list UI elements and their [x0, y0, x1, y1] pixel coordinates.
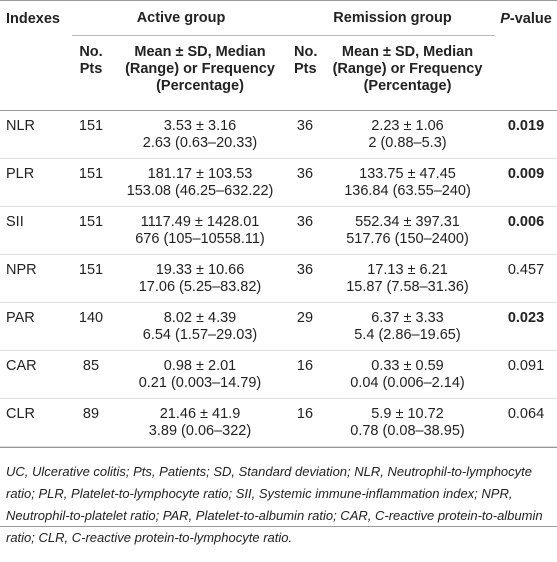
count-cell: 36 — [296, 214, 314, 230]
stats-cell: 0.33 ± 0.59 0.04 (0.006–2.14) — [320, 351, 495, 399]
stats-line: 1117.49 ± 1428.01 — [140, 214, 260, 230]
stats-line: 133.75 ± 47.45 — [359, 166, 456, 182]
stats-line: 5.4 (2.86–19.65) — [354, 327, 461, 343]
stats-line: 153.08 (46.25–632.22) — [126, 183, 274, 199]
count-cell: 140 — [78, 310, 104, 326]
stats-line: 2.63 (0.63–20.33) — [142, 135, 258, 151]
index-cell: CLR — [6, 406, 36, 422]
header-cell: Indexes — [6, 11, 60, 27]
stats-line: 0.98 ± 2.01 — [163, 358, 237, 374]
p-value-cell: 0.006 — [507, 214, 545, 230]
p-value-cell: 0.019 — [507, 118, 545, 134]
table-row: CLR 89 21.46 ± 41.9 3.89 (0.06–322) 16 5.9 ± … — [0, 399, 557, 447]
stats-cell: 133.75 ± 47.45 136.84 (63.55–240) — [320, 159, 495, 207]
index-cell: PLR — [6, 166, 35, 182]
stats-line: 3.53 ± 3.16 — [163, 118, 237, 134]
stats-line: 0.33 ± 0.59 — [371, 358, 444, 374]
table-row: CAR 85 0.98 ± 2.01 0.21 (0.003–14.79) 16 0.33… — [0, 351, 557, 399]
count-cell: 89 — [82, 406, 100, 422]
stats-line: 2.23 ± 1.06 — [371, 118, 444, 134]
stats-line: 0.04 (0.006–2.14) — [350, 375, 465, 391]
index-cell: NLR — [6, 118, 36, 134]
stats-line: 0.21 (0.003–14.79) — [138, 375, 262, 391]
stats-cell: 2.23 ± 1.06 2 (0.88–5.3) — [320, 111, 495, 159]
stats-cell: 21.46 ± 41.9 3.89 (0.06–322) — [110, 399, 290, 447]
header-text: P — [500, 11, 510, 27]
count-cell: 16 — [296, 406, 314, 422]
stats-line: 552.34 ± 397.31 — [355, 214, 460, 230]
stats-line: 6.37 ± 3.33 — [371, 310, 444, 326]
stats-cell: 19.33 ± 10.66 17.06 (5.25–83.82) — [110, 255, 290, 303]
count-cell: 151 — [78, 214, 104, 230]
count-cell: 85 — [82, 358, 100, 374]
count-cell: 16 — [296, 358, 314, 374]
stats-line: 8.02 ± 4.39 — [163, 310, 237, 326]
header-cell: No. Pts — [294, 44, 318, 77]
stats-line: 0.78 (0.08–38.95) — [350, 423, 465, 439]
index-cell: SII — [6, 214, 24, 230]
stats-line: 181.17 ± 103.53 — [147, 166, 253, 182]
count-cell: 36 — [296, 166, 314, 182]
stats-cell: 3.53 ± 3.16 2.63 (0.63–20.33) — [110, 111, 290, 159]
count-cell: 151 — [78, 118, 104, 134]
stats-line: 3.89 (0.06–322) — [148, 423, 252, 439]
stats-cell: 552.34 ± 397.31 517.76 (150–2400) — [320, 207, 495, 255]
stats-cell: 5.9 ± 10.72 0.78 (0.08–38.95) — [320, 399, 495, 447]
stats-line: 5.9 ± 10.72 — [371, 406, 444, 422]
table-row: SII 151 1117.49 ± 1428.01 676 (105–10558.11… — [0, 207, 557, 255]
header-cell: Mean ± SD, Median (Range) or Frequency (… — [125, 44, 275, 94]
count-cell: 29 — [296, 310, 314, 326]
table-row: NLR 151 3.53 ± 3.16 2.63 (0.63–20.33) 36 2.23… — [0, 111, 557, 159]
count-cell: 36 — [296, 262, 314, 278]
stats-line: 6.54 (1.57–29.03) — [142, 327, 258, 343]
header-cell: No. Pts — [79, 44, 103, 77]
header-cell: Remission group — [290, 0, 495, 36]
count-cell: 36 — [296, 118, 314, 134]
header-cell: Mean ± SD, Median (Range) or Frequency (… — [332, 44, 483, 94]
stats-cell: 6.37 ± 3.33 5.4 (2.86–19.65) — [320, 303, 495, 351]
table-row: PAR 140 8.02 ± 4.39 6.54 (1.57–29.03) 29 6.37… — [0, 303, 557, 351]
stats-line: 15.87 (7.58–31.36) — [346, 279, 469, 295]
stats-line: 136.84 (63.55–240) — [344, 183, 471, 199]
stats-line: 17.06 (5.25–83.82) — [138, 279, 262, 295]
header-cell: P-value — [495, 1, 557, 111]
stats-cell: 0.98 ± 2.01 0.21 (0.003–14.79) — [110, 351, 290, 399]
table-row: PLR 151 181.17 ± 103.53 153.08 (46.25–632.2… — [0, 159, 557, 207]
stats-cell: 1117.49 ± 1428.01 676 (105–10558.11) — [110, 207, 290, 255]
table-row: NPR 151 19.33 ± 10.66 17.06 (5.25–83.82) 36 1… — [0, 255, 557, 303]
data-table: Indexes Active group Remission group P-v… — [0, 0, 557, 447]
stats-line: 2 (0.88–5.3) — [368, 135, 447, 151]
stats-line: 19.33 ± 10.66 — [155, 262, 245, 278]
header-cell: Active group — [72, 0, 290, 36]
index-cell: NPR — [6, 262, 37, 278]
p-value-cell: 0.023 — [507, 310, 545, 326]
count-cell: 151 — [78, 166, 104, 182]
index-cell: CAR — [6, 358, 37, 374]
stats-line: 676 (105–10558.11) — [135, 231, 265, 247]
p-value-cell: 0.064 — [507, 406, 545, 422]
stats-cell: 8.02 ± 4.39 6.54 (1.57–29.03) — [110, 303, 290, 351]
index-cell: PAR — [6, 310, 35, 326]
header-row: Indexes Active group Remission group P-v… — [0, 0, 557, 36]
stats-cell: 181.17 ± 103.53 153.08 (46.25–632.22) — [110, 159, 290, 207]
p-value-cell: 0.009 — [507, 166, 545, 182]
stats-line: 17.13 ± 6.21 — [367, 262, 448, 278]
header-row: No. Pts Mean ± SD, Median (Range) or Fre… — [0, 36, 557, 111]
stats-line: 517.76 (150–2400) — [346, 231, 469, 247]
p-value-cell: 0.091 — [507, 358, 545, 374]
stats-line: 21.46 ± 41.9 — [159, 406, 241, 422]
header-text: -value — [509, 11, 552, 27]
stats-cell: 17.13 ± 6.21 15.87 (7.58–31.36) — [320, 255, 495, 303]
p-value-cell: 0.457 — [507, 262, 545, 278]
count-cell: 151 — [78, 262, 104, 278]
footnote: UC, Ulcerative colitis; Pts, Patients; S… — [0, 447, 557, 545]
